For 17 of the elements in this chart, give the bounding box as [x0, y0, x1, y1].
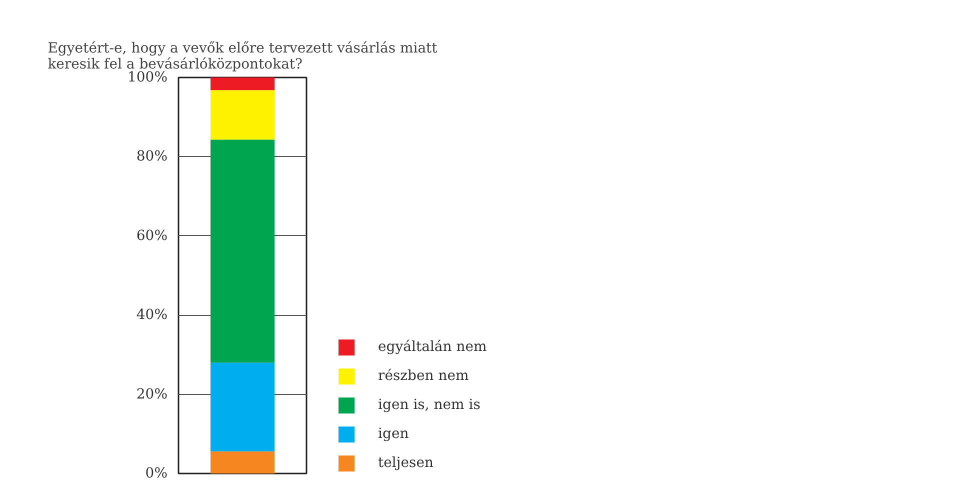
- y-tick-label: 20%: [136, 386, 168, 402]
- legend-label: részben nem: [378, 368, 469, 384]
- bar: [210, 362, 274, 452]
- legend-label: igen is, nem is: [378, 397, 480, 413]
- y-tick-label: 60%: [136, 228, 168, 244]
- legend-label: teljesen: [378, 455, 434, 471]
- legend-label: egyáltalán nem: [378, 339, 487, 355]
- y-tick-label: 80%: [136, 148, 168, 165]
- y-tick-label: 40%: [136, 307, 168, 324]
- bar: [210, 78, 274, 90]
- legend-label: igen: [378, 426, 409, 442]
- y-tick-label: 0%: [145, 466, 168, 481]
- bar: [210, 451, 274, 474]
- y-tick-label: 100%: [127, 70, 168, 86]
- bar: [210, 140, 274, 363]
- bar: [210, 90, 274, 140]
- chart-title: Egyetért-e, hogy a vevők előre tervezett vásárlás miatt keresik fel a bevásárlóközpontokat?: [48, 40, 438, 72]
